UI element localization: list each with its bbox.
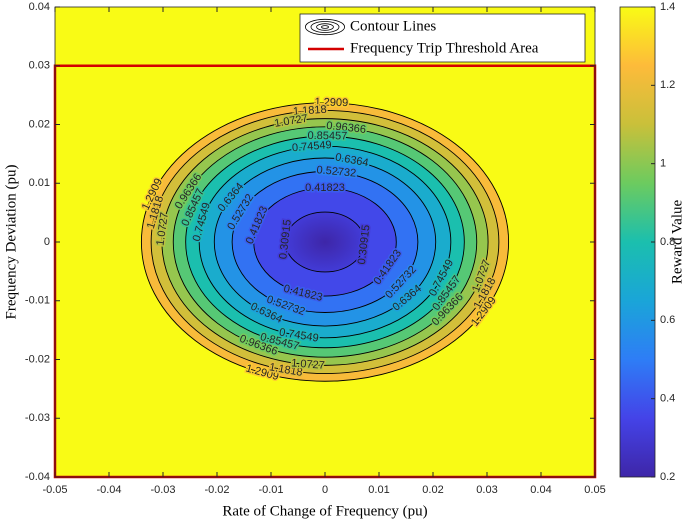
x-tick-label: 0.04 — [530, 484, 551, 496]
x-tick-label: 0.01 — [368, 484, 389, 496]
contour-line — [172, 126, 478, 358]
x-tick-label: 0.03 — [476, 484, 497, 496]
legend-box — [299, 13, 586, 63]
y-tick-label: -0.02 — [25, 353, 50, 365]
x-tick-label: -0.01 — [258, 484, 283, 496]
x-tick-label: -0.04 — [96, 484, 121, 496]
contour-label: 0.74549 — [292, 139, 333, 154]
x-tick-label: -0.05 — [42, 484, 67, 496]
colorbar-tick-label: 0.6 — [660, 314, 675, 326]
y-tick-label: 0 — [44, 236, 50, 248]
contour-label: 1.2909 — [314, 96, 348, 109]
x-tick-label: 0.02 — [422, 484, 443, 496]
legend-contour-icon — [321, 25, 329, 29]
colorbar — [619, 6, 656, 478]
contour-line — [150, 109, 500, 375]
contour-line — [231, 171, 419, 313]
colorbar-tick-label: 0.4 — [660, 393, 675, 405]
contour-line — [161, 118, 489, 366]
contour-line — [140, 102, 510, 382]
contour-label: 0.96366 — [326, 120, 367, 136]
legend-label: Contour Lines — [350, 18, 436, 34]
x-tick-label: -0.03 — [150, 484, 175, 496]
legend-contour-icon — [310, 21, 340, 33]
legend-contour-icon — [304, 18, 345, 36]
y-tick-label: -0.01 — [25, 295, 50, 307]
y-tick-label: -0.03 — [25, 412, 50, 424]
y-tick-label: 0.03 — [29, 60, 50, 72]
colorbar-tick-label: 0.8 — [660, 236, 675, 248]
legend-label: Frequency Trip Threshold Area — [350, 40, 539, 56]
colorbar-tick-label: 1 — [660, 158, 666, 170]
contour-label: 0.85457 — [307, 130, 347, 143]
colorbar-tick-label: 1.2 — [660, 79, 675, 91]
contour-band — [285, 212, 365, 272]
x-tick-label: -0.02 — [204, 484, 229, 496]
y-tick-label: 0.02 — [29, 118, 50, 130]
contour-line — [285, 211, 365, 273]
colorbar-tick-label: 0.2 — [660, 471, 675, 483]
legend-contour-icon — [316, 23, 334, 31]
contour-line — [213, 157, 437, 327]
colorbar-label: Reward Value — [669, 200, 685, 285]
contour-line — [198, 145, 452, 339]
contour-label: 0.52732 — [316, 164, 357, 180]
contour-line — [253, 187, 397, 297]
y-axis-label: Frequency Deviation (pu) — [3, 165, 19, 320]
contour-label: 0.41823 — [305, 182, 345, 194]
y-tick-label: 0.04 — [29, 1, 50, 13]
x-axis-label: Rate of Change of Frequency (pu) — [222, 503, 427, 519]
y-tick-label: -0.04 — [25, 471, 50, 483]
contour-label: 1.0727 — [291, 357, 325, 372]
contour-label: 1.1818 — [293, 104, 327, 118]
x-tick-label: 0.05 — [584, 484, 605, 496]
y-tick-label: 0.01 — [29, 177, 50, 189]
colorbar-tick-label: 1.4 — [660, 1, 675, 13]
x-tick-label: 0 — [322, 484, 328, 496]
contour-line — [185, 135, 465, 349]
